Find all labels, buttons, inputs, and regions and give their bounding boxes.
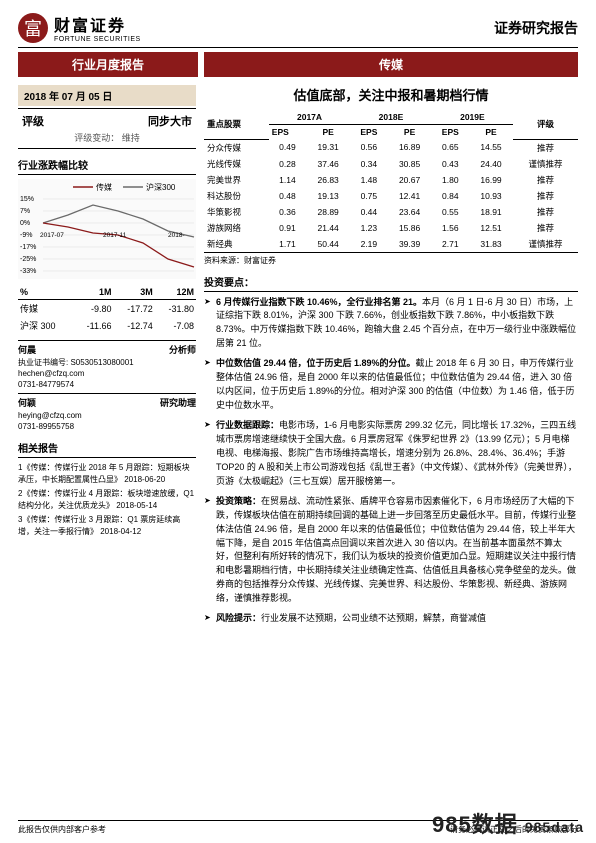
rating-label: 评级 (22, 113, 44, 129)
left-column: 2018 年 07 月 05 日 评级 同步大市 评级变动： 维持 行业涨跌幅比… (18, 85, 196, 632)
points-title: 投资要点： (204, 274, 578, 292)
table-row: 游族网络0.9121.441.2315.861.5612.51推荐 (204, 220, 578, 236)
bullet-point: 投资策略：在贸易战、流动性紧张、盾牌平仓容易市因素催化下，6 月市场经历了大幅的… (204, 495, 578, 607)
right-column: 估值底部，关注中报和暑期档行情 重点股票 2017A 2018E 2019E 评… (204, 85, 578, 632)
svg-text:7%: 7% (20, 208, 30, 215)
table-row: 传媒-9.80-17.72-31.80 (18, 300, 196, 318)
bar-left: 行业月度报告 (18, 52, 198, 77)
assistant-role: 研究助理 (160, 397, 196, 410)
performance-table: % 1M 3M 12M 传媒-9.80-17.72-31.80 沪深 300-1… (18, 285, 196, 334)
performance-chart: 传媒 沪深300 15% 7% 0% -9% -17% -25% -33% (18, 179, 196, 279)
related-reports: 1《传媒：传媒行业 2018 年 5 月跟踪：短期板块承压，中长期配置属性凸显》… (18, 462, 196, 538)
svg-text:2017-07: 2017-07 (40, 232, 64, 239)
stock-table: 重点股票 2017A 2018E 2019E 评级 EPSPE EPSPE EP… (204, 110, 578, 253)
svg-text:-25%: -25% (20, 256, 36, 263)
svg-text:2017-11: 2017-11 (103, 232, 127, 239)
main-title: 估值底部，关注中报和暑期档行情 (204, 85, 578, 104)
rating-block: 评级 同步大市 评级变动： 维持 (18, 108, 196, 149)
watermark: 985数据 985data (432, 807, 584, 839)
table-row: 科达股份0.4819.130.7512.410.8410.93推荐 (204, 188, 578, 204)
related-title: 相关报告 (18, 440, 196, 458)
svg-text:-9%: -9% (20, 232, 32, 239)
svg-text:0%: 0% (20, 220, 30, 227)
chart-title: 行业涨跌幅比较 (18, 157, 196, 175)
list-item: 1《传媒：传媒行业 2018 年 5 月跟踪：短期板块承压，中长期配置属性凸显》… (18, 462, 196, 486)
svg-text:-17%: -17% (20, 244, 36, 251)
svg-text:2018-: 2018- (168, 232, 185, 239)
bullet-point: 风险提示：行业发展不达预期，公司业绩不达预期，解禁，商誉减值 (204, 612, 578, 626)
table-source: 资料来源：财富证券 (204, 255, 578, 266)
logo-en: FORTUNE SECURITIES (54, 36, 141, 43)
list-item: 3《传媒：传媒行业 3 月跟踪：Q1 票房延续高增，关注一季报行情》 2018-… (18, 514, 196, 538)
header-title: 证券研究报告 (494, 18, 578, 38)
analyst-role: 分析师 (169, 344, 196, 357)
logo-cn: 财富证券 (54, 12, 141, 36)
list-item: 2《传媒：传媒行业 4 月跟踪：板块增速放缓，Q1 结构分化，关注优质龙头》 2… (18, 488, 196, 512)
table-row: 分众传媒0.4919.310.5616.890.6514.55推荐 (204, 139, 578, 156)
category-bars: 行业月度报告 传媒 (18, 52, 578, 77)
contacts: 何晨 分析师 执业证书编号: S0530513080001 hechen@cfz… (18, 340, 196, 432)
table-row: 完美世界1.1426.831.4820.671.8016.99推荐 (204, 172, 578, 188)
svg-text:15%: 15% (20, 196, 34, 203)
bullet-point: 中位数估值 29.44 倍，位于历史后 1.89%的分位。截止 2018 年 6… (204, 357, 578, 413)
analyst-name: 何晨 (18, 345, 36, 355)
logo-block: 富 财富证券 FORTUNE SECURITIES (18, 12, 141, 43)
table-row: 新经典1.7150.442.1939.392.7131.83谨慎推荐 (204, 236, 578, 253)
bar-right: 传媒 (204, 52, 578, 77)
report-date: 2018 年 07 月 05 日 (18, 85, 196, 106)
assistant-name: 何颖 (18, 398, 36, 408)
table-row: 华策影视0.3628.890.4423.640.5518.91推荐 (204, 204, 578, 220)
table-row: 沪深 300-11.66-12.74-7.08 (18, 317, 196, 334)
report-header: 富 财富证券 FORTUNE SECURITIES 证券研究报告 (18, 12, 578, 48)
investment-points: 6 月传媒行业指数下跌 10.46%，全行业排名第 21。本月（6 月 1 日-… (204, 296, 578, 627)
logo-icon: 富 (18, 13, 48, 43)
legend-series1: 传媒 (96, 182, 112, 192)
rating-value: 同步大市 (148, 113, 192, 129)
bullet-point: 6 月传媒行业指数下跌 10.46%，全行业排名第 21。本月（6 月 1 日-… (204, 296, 578, 352)
table-row: 光线传媒0.2837.460.3430.850.4324.40谨慎推荐 (204, 156, 578, 172)
legend-series2: 沪深300 (146, 182, 176, 192)
bullet-point: 行业数据跟踪：电影市场，1-6 月电影实际票房 299.32 亿元，同比增长 1… (204, 419, 578, 489)
rating-change: 评级变动： 维持 (18, 131, 196, 144)
svg-text:-33%: -33% (20, 268, 36, 275)
footer-left: 此报告仅供内部客户参考 (18, 824, 106, 835)
